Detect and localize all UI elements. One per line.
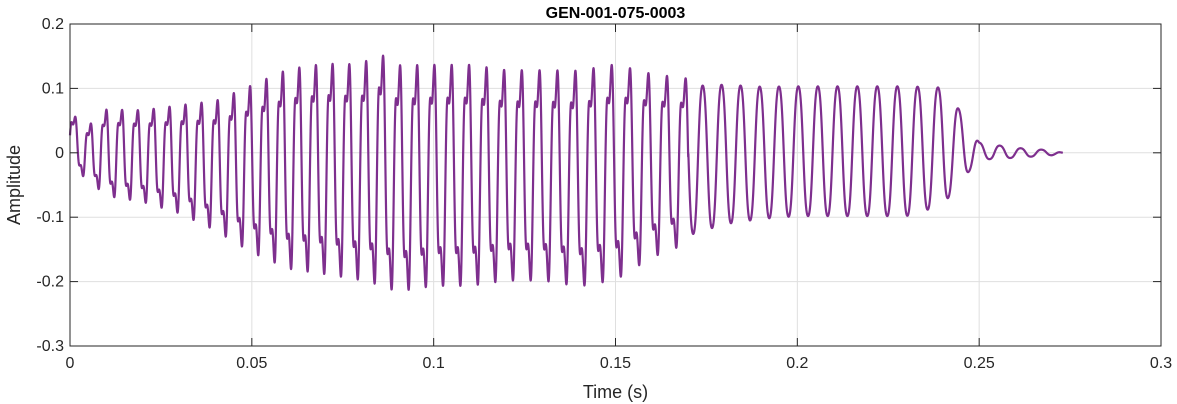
y-tick-label: -0.2 bbox=[36, 274, 64, 291]
y-axis-label: Amplitude bbox=[4, 145, 24, 225]
series-line bbox=[68, 54, 1064, 291]
x-tick-label: 0.1 bbox=[423, 355, 445, 372]
x-tick-label: 0.3 bbox=[1150, 355, 1172, 372]
x-axis-label: Time (s) bbox=[583, 382, 648, 402]
y-tick-label: -0.3 bbox=[36, 338, 64, 355]
x-tick-label: 0.2 bbox=[786, 355, 808, 372]
chart-title: GEN-001-075-0003 bbox=[546, 5, 686, 22]
y-tick-label: 0.1 bbox=[42, 80, 64, 97]
y-tick-label: 0.2 bbox=[42, 16, 64, 33]
x-tick-label: 0.15 bbox=[600, 355, 631, 372]
tick-labels: 0 0.05 0.1 0.15 0.2 0.25 0.3 -0.3 -0.2 -0.1 0 0.1 0.… bbox=[36, 16, 1172, 372]
y-tick-label: 0 bbox=[55, 145, 64, 162]
x-tick-label: 0.25 bbox=[964, 355, 995, 372]
x-tick-label: 0.05 bbox=[236, 355, 267, 372]
ticks bbox=[69, 23, 1162, 347]
x-tick-label: 0 bbox=[66, 355, 75, 372]
series-layer bbox=[68, 54, 1064, 291]
y-tick-label: -0.1 bbox=[36, 209, 64, 226]
